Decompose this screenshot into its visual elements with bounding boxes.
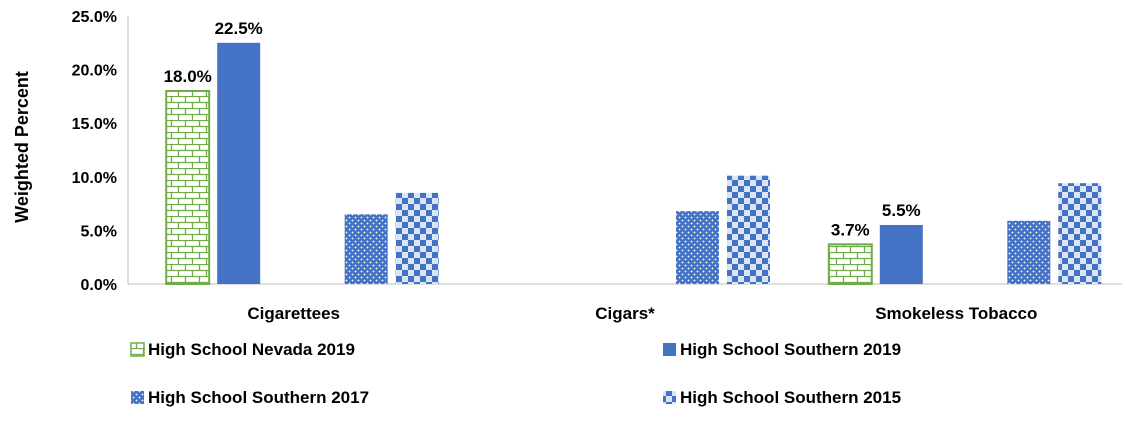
legend-swatch-dots	[131, 391, 144, 404]
data-label: 18.0%	[164, 67, 212, 86]
y-tick-label: 0.0%	[81, 277, 117, 294]
x-category-label: Cigars*	[595, 304, 655, 323]
y-tick-label: 10.0%	[72, 170, 117, 187]
x-category-label: Cigarettees	[247, 304, 340, 323]
bar-checker-1	[727, 175, 770, 284]
data-label: 3.7%	[831, 220, 870, 239]
bar-dots-0	[344, 214, 388, 284]
legend: High School Nevada 2019 High School South…	[130, 340, 901, 407]
x-category-label: Smokeless Tobacco	[875, 304, 1037, 323]
legend-label: High School Nevada 2019	[148, 340, 355, 359]
bar-solid-2	[879, 225, 923, 284]
bar-dots-1	[676, 211, 719, 284]
legend-swatch-brick	[130, 342, 145, 357]
bar-solid-0	[217, 42, 261, 284]
legend-label: High School Southern 2019	[680, 340, 901, 359]
bars-group	[165, 42, 1102, 286]
bar-checker-2	[1058, 183, 1102, 284]
y-axis-label: Weighted Percent	[12, 71, 32, 223]
y-tick-label: 5.0%	[81, 223, 117, 240]
legend-label: High School Southern 2017	[148, 388, 369, 407]
x-axis-categories: Cigarettees Cigars* Smokeless Tobacco	[247, 304, 1037, 323]
y-tick-label: 25.0%	[72, 9, 117, 26]
bar-brick-0	[165, 90, 211, 285]
y-tick-label: 15.0%	[72, 116, 117, 133]
y-axis-ticks: 0.0% 5.0% 10.0% 15.0% 20.0% 25.0%	[72, 9, 117, 294]
data-label: 5.5%	[882, 201, 921, 220]
legend-swatch-checker	[663, 391, 676, 404]
data-labels-group: 18.0% 22.5% 3.7% 5.5%	[164, 19, 921, 240]
bar-brick-2	[827, 243, 873, 286]
data-label: 22.5%	[215, 19, 263, 38]
legend-label: High School Southern 2015	[680, 388, 901, 407]
bar-dots-2	[1007, 220, 1051, 284]
y-tick-label: 20.0%	[72, 63, 117, 80]
legend-swatch-solid	[663, 343, 676, 356]
bar-checker-0	[395, 192, 439, 284]
